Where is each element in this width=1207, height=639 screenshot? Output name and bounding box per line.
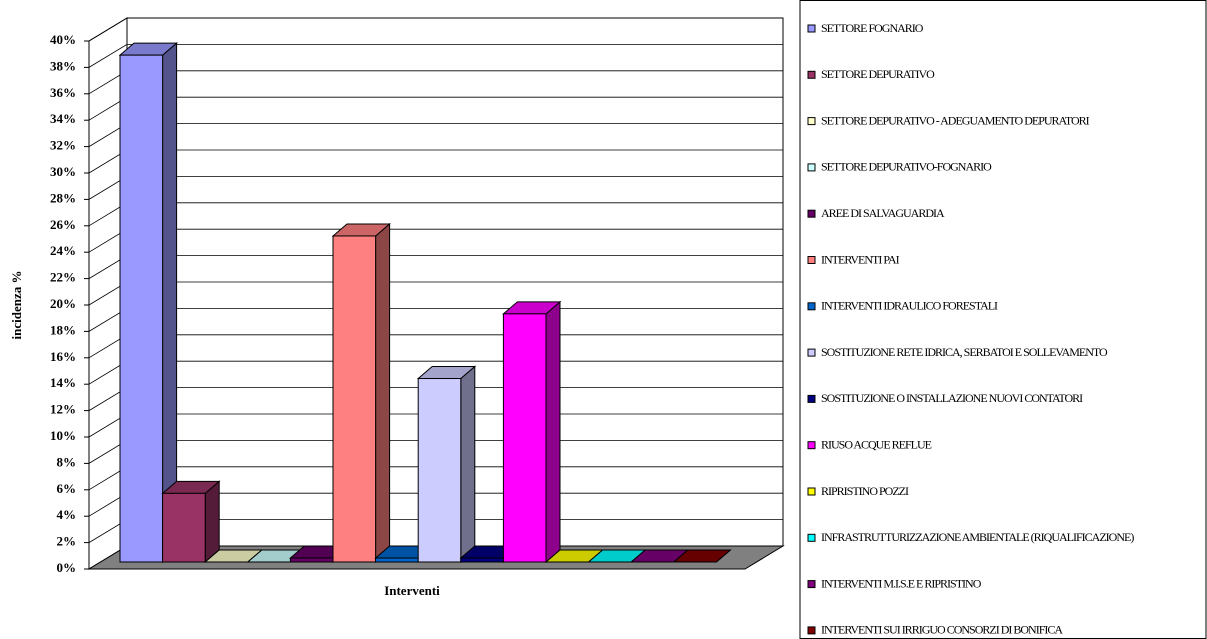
legend-swatch: [807, 117, 816, 126]
legend-swatch: [807, 441, 816, 450]
y-tick-label: 30%: [50, 164, 76, 179]
bar: [460, 557, 504, 563]
bar-side: [204, 480, 220, 564]
legend-label: INTERVENTI IDRAULICO FORESTALI: [821, 299, 998, 313]
legend-box: [799, 0, 1207, 639]
y-tick-label: 16%: [50, 349, 76, 364]
y-tick-label: 0%: [57, 560, 77, 575]
legend-label: RIUSO ACQUE REFLUE: [821, 437, 932, 451]
legend-swatch: [807, 256, 816, 264]
legend-swatch: [807, 580, 816, 589]
bar: [119, 54, 164, 563]
legend-label: INFRASTRUTTURIZZAZIONE AMBIENTALE (RIQUA…: [821, 530, 1134, 544]
bar-side: [460, 365, 476, 564]
grid-line: [88, 17, 783, 42]
y-tick-label: 28%: [50, 190, 76, 205]
legend-label: INTERVENTI PAI: [821, 252, 900, 266]
bar: [332, 235, 377, 563]
legend-swatch: [807, 163, 816, 172]
bar-side: [545, 300, 561, 564]
y-tick-label: 18%: [50, 322, 76, 337]
bar: [162, 492, 206, 563]
bar-top: [672, 549, 732, 563]
y-tick-label: 22%: [50, 270, 76, 285]
y-tick-label: 2%: [57, 534, 77, 549]
y-tick-label: 8%: [57, 454, 77, 469]
y-tick-label: 36%: [50, 85, 76, 100]
bar-side: [375, 222, 391, 564]
legend-swatch: [807, 24, 816, 33]
y-tick-label: 34%: [50, 111, 76, 126]
legend-label: SETTORE FOGNARIO: [821, 21, 924, 35]
y-tick-label: 38%: [50, 58, 76, 73]
legend-label: AREE DI SALVAGUARDIA: [821, 206, 945, 220]
y-tick-label: 10%: [50, 428, 76, 443]
legend-label: SOSTITUZIONE RETE IDRICA, SERBATOI E SOL…: [821, 345, 1108, 359]
y-tick-label: 6%: [57, 481, 77, 496]
y-tick-label: 4%: [57, 507, 77, 522]
legend-swatch: [807, 302, 816, 311]
bar: [502, 313, 547, 563]
legend-swatch: [807, 394, 816, 403]
y-tick-label: 12%: [50, 402, 76, 417]
y-tick-label: 24%: [50, 243, 76, 258]
legend-swatch: [807, 348, 816, 357]
y-axis-title: incidenza %: [9, 271, 24, 340]
legend-swatch: [807, 487, 816, 496]
legend-label: INTERVENTI SUI IRRIGUO CONSORZI DI BONIF…: [821, 623, 1063, 637]
y-tick-label: 26%: [50, 217, 76, 232]
legend-label: RIPRISTINO POZZI: [821, 484, 909, 498]
legend-swatch: [807, 209, 816, 218]
legend-label: SOSTITUZIONE O INSTALLAZIONE NUOVI CONTA…: [821, 391, 1083, 405]
legend-swatch: [807, 533, 816, 542]
legend-swatch: [807, 626, 816, 635]
bar: [375, 557, 419, 563]
y-tick-label: 40%: [50, 32, 76, 47]
x-axis-title: Interventi: [384, 583, 440, 598]
bar: [417, 378, 462, 563]
y-tick-label: 20%: [50, 296, 76, 311]
legend-label: SETTORE DEPURATIVO-FOGNARIO: [821, 160, 992, 174]
legend-swatch: [807, 70, 816, 79]
legend-label: INTERVENTI M.I.S.E E RIPRISTINO: [821, 576, 982, 590]
y-tick-label: 14%: [50, 375, 76, 390]
bar: [289, 557, 334, 563]
legend-label: SETTORE DEPURATIVO: [821, 67, 935, 81]
legend-label: SETTORE DEPURATIVO - ADEGUAMENTO DEPURAT…: [821, 113, 1090, 127]
y-tick-label: 32%: [50, 138, 76, 153]
grid-line: [88, 44, 783, 68]
